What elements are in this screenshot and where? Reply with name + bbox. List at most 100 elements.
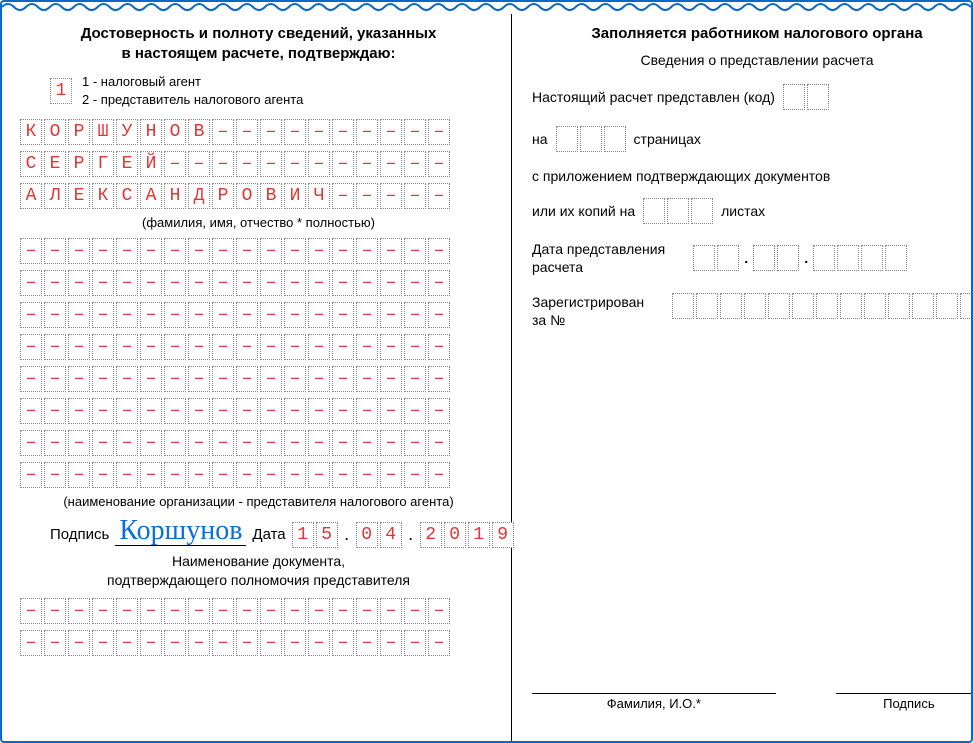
cell[interactable]: –: [332, 334, 354, 360]
cell[interactable]: –: [140, 630, 162, 656]
cell[interactable]: 5: [316, 522, 338, 548]
cell[interactable]: –: [380, 119, 402, 145]
cell[interactable]: –: [188, 398, 210, 424]
cell[interactable]: –: [356, 183, 378, 209]
cell[interactable]: –: [404, 334, 426, 360]
cell[interactable]: –: [260, 270, 282, 296]
cell[interactable]: –: [20, 462, 42, 488]
cell[interactable]: –: [404, 598, 426, 624]
cell[interactable]: В: [188, 119, 210, 145]
cell[interactable]: –: [20, 366, 42, 392]
cell[interactable]: –: [428, 462, 450, 488]
cell[interactable]: –: [212, 398, 234, 424]
cell[interactable]: –: [428, 270, 450, 296]
cell[interactable]: –: [284, 270, 306, 296]
cell[interactable]: [667, 198, 689, 224]
cell[interactable]: –: [332, 183, 354, 209]
cell[interactable]: –: [380, 366, 402, 392]
cell[interactable]: –: [284, 366, 306, 392]
cell[interactable]: –: [68, 238, 90, 264]
cell[interactable]: А: [20, 183, 42, 209]
cell[interactable]: –: [332, 430, 354, 456]
cell[interactable]: –: [20, 270, 42, 296]
cell[interactable]: –: [260, 598, 282, 624]
cell[interactable]: –: [164, 430, 186, 456]
cell[interactable]: –: [92, 598, 114, 624]
cell[interactable]: –: [260, 398, 282, 424]
cell[interactable]: Р: [212, 183, 234, 209]
cell[interactable]: –: [140, 398, 162, 424]
cell[interactable]: –: [356, 238, 378, 264]
cell[interactable]: –: [164, 462, 186, 488]
cell[interactable]: –: [308, 398, 330, 424]
cell[interactable]: –: [284, 430, 306, 456]
cell[interactable]: Ш: [92, 119, 114, 145]
cell[interactable]: –: [20, 302, 42, 328]
cell[interactable]: –: [92, 430, 114, 456]
cell[interactable]: –: [332, 398, 354, 424]
cell[interactable]: –: [380, 238, 402, 264]
cell[interactable]: –: [332, 302, 354, 328]
cell[interactable]: –: [428, 151, 450, 177]
cell[interactable]: –: [404, 430, 426, 456]
cell[interactable]: –: [260, 462, 282, 488]
cell[interactable]: –: [380, 334, 402, 360]
cell[interactable]: 2: [420, 522, 442, 548]
cell[interactable]: О: [164, 119, 186, 145]
cell[interactable]: –: [116, 630, 138, 656]
cell[interactable]: –: [140, 462, 162, 488]
cell[interactable]: –: [380, 151, 402, 177]
cell[interactable]: –: [428, 630, 450, 656]
cell[interactable]: –: [92, 398, 114, 424]
cell[interactable]: –: [44, 462, 66, 488]
cell[interactable]: [744, 293, 766, 319]
cell[interactable]: –: [380, 430, 402, 456]
cell[interactable]: 4: [380, 522, 402, 548]
cell[interactable]: –: [140, 334, 162, 360]
cell[interactable]: –: [44, 630, 66, 656]
cell[interactable]: –: [236, 598, 258, 624]
cell[interactable]: –: [164, 398, 186, 424]
agent-code-cell[interactable]: 1: [50, 78, 72, 104]
cell[interactable]: –: [356, 366, 378, 392]
cell[interactable]: –: [236, 151, 258, 177]
cell[interactable]: –: [212, 302, 234, 328]
cell[interactable]: –: [332, 119, 354, 145]
cell[interactable]: –: [428, 366, 450, 392]
cell[interactable]: –: [188, 334, 210, 360]
cell[interactable]: –: [260, 119, 282, 145]
cell[interactable]: [960, 293, 973, 319]
cell[interactable]: Е: [44, 151, 66, 177]
cell[interactable]: Р: [68, 151, 90, 177]
cell[interactable]: –: [68, 302, 90, 328]
cell[interactable]: [720, 293, 742, 319]
cell[interactable]: –: [92, 630, 114, 656]
cell[interactable]: –: [380, 302, 402, 328]
cell[interactable]: [816, 293, 838, 319]
cell[interactable]: [912, 293, 934, 319]
cell[interactable]: –: [404, 183, 426, 209]
cell[interactable]: [768, 293, 790, 319]
cell[interactable]: [837, 245, 859, 271]
cell[interactable]: –: [164, 302, 186, 328]
cell[interactable]: [807, 84, 829, 110]
cell[interactable]: [840, 293, 862, 319]
cell[interactable]: [696, 293, 718, 319]
cell[interactable]: –: [356, 270, 378, 296]
cell[interactable]: –: [380, 462, 402, 488]
cell[interactable]: –: [428, 334, 450, 360]
cell[interactable]: –: [404, 238, 426, 264]
cell[interactable]: –: [284, 630, 306, 656]
cell[interactable]: –: [356, 430, 378, 456]
cell[interactable]: В: [260, 183, 282, 209]
cell[interactable]: Р: [68, 119, 90, 145]
cell[interactable]: –: [380, 630, 402, 656]
cell[interactable]: –: [212, 630, 234, 656]
cell[interactable]: –: [284, 151, 306, 177]
cell[interactable]: У: [116, 119, 138, 145]
cell[interactable]: –: [236, 630, 258, 656]
cell[interactable]: –: [284, 398, 306, 424]
cell[interactable]: Н: [140, 119, 162, 145]
cell[interactable]: –: [164, 334, 186, 360]
cell[interactable]: –: [308, 151, 330, 177]
